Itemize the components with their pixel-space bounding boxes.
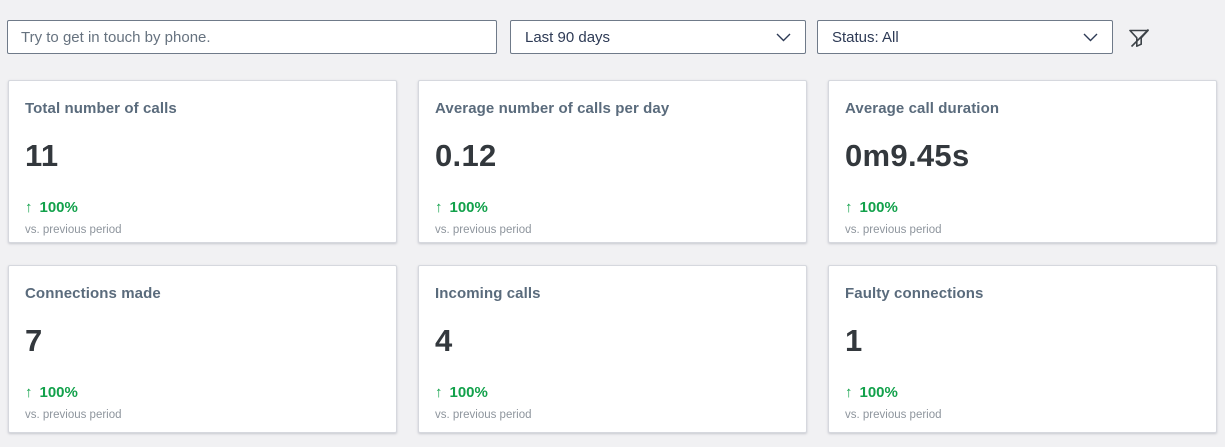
stat-card-connections-made: Connections made 7 ↑ 100% vs. previous p… (8, 265, 397, 433)
card-value: 0.12 (435, 138, 497, 173)
card-trend: ↑ 100% (435, 199, 790, 216)
card-trend: ↑ 100% (25, 199, 380, 216)
filter-off-icon (1127, 27, 1151, 49)
card-trend: ↑ 100% (845, 384, 1200, 401)
trend-percent: 100% (39, 199, 78, 216)
trend-up-arrow-icon: ↑ (435, 199, 443, 216)
chevron-down-icon (1083, 33, 1098, 42)
trend-up-arrow-icon: ↑ (845, 199, 853, 216)
card-trend: ↑ 100% (845, 199, 1200, 216)
card-comparison: vs. previous period (25, 409, 122, 421)
trend-percent: 100% (859, 199, 898, 216)
trend-up-arrow-icon: ↑ (25, 199, 33, 216)
trend-percent: 100% (39, 384, 78, 401)
stat-card-incoming-calls: Incoming calls 4 ↑ 100% vs. previous per… (418, 265, 807, 433)
card-value: 4 (435, 323, 453, 358)
card-title: Total number of calls (25, 100, 177, 117)
card-trend: ↑ 100% (435, 384, 790, 401)
card-title: Average call duration (845, 100, 1000, 117)
card-comparison: vs. previous period (435, 409, 532, 421)
clear-filters-button[interactable] (1124, 24, 1154, 52)
stat-card-avg-call-duration: Average call duration 0m9.45s ↑ 100% vs.… (828, 80, 1217, 243)
card-title: Average number of calls per day (435, 100, 670, 117)
card-value: 11 (25, 138, 59, 173)
stat-card-faulty-connections: Faulty connections 1 ↑ 100% vs. previous… (828, 265, 1217, 433)
card-comparison: vs. previous period (435, 224, 532, 236)
card-value: 0m9.45s (845, 138, 970, 173)
stats-grid: Total number of calls 11 ↑ 100% vs. prev… (8, 80, 1217, 433)
status-value: Status: All (832, 28, 899, 46)
card-comparison: vs. previous period (25, 224, 122, 236)
trend-up-arrow-icon: ↑ (25, 384, 33, 401)
trend-up-arrow-icon: ↑ (845, 384, 853, 401)
card-trend: ↑ 100% (25, 384, 380, 401)
search-input[interactable] (7, 20, 497, 54)
trend-percent: 100% (449, 384, 488, 401)
trend-percent: 100% (859, 384, 898, 401)
card-title: Incoming calls (435, 285, 541, 302)
stat-card-total-calls: Total number of calls 11 ↑ 100% vs. prev… (8, 80, 397, 243)
card-value: 7 (25, 323, 43, 358)
date-range-value: Last 90 days (525, 28, 611, 46)
stat-card-avg-calls-per-day: Average number of calls per day 0.12 ↑ 1… (418, 80, 807, 243)
card-comparison: vs. previous period (845, 409, 942, 421)
trend-up-arrow-icon: ↑ (435, 384, 443, 401)
chevron-down-icon (776, 33, 791, 42)
trend-percent: 100% (449, 199, 488, 216)
card-comparison: vs. previous period (845, 224, 942, 236)
status-dropdown[interactable]: Status: All (817, 20, 1113, 54)
card-title: Faulty connections (845, 285, 984, 302)
filter-bar: Last 90 days Status: All (0, 0, 1225, 66)
card-value: 1 (845, 323, 863, 358)
date-range-dropdown[interactable]: Last 90 days (510, 20, 806, 54)
card-title: Connections made (25, 285, 161, 302)
